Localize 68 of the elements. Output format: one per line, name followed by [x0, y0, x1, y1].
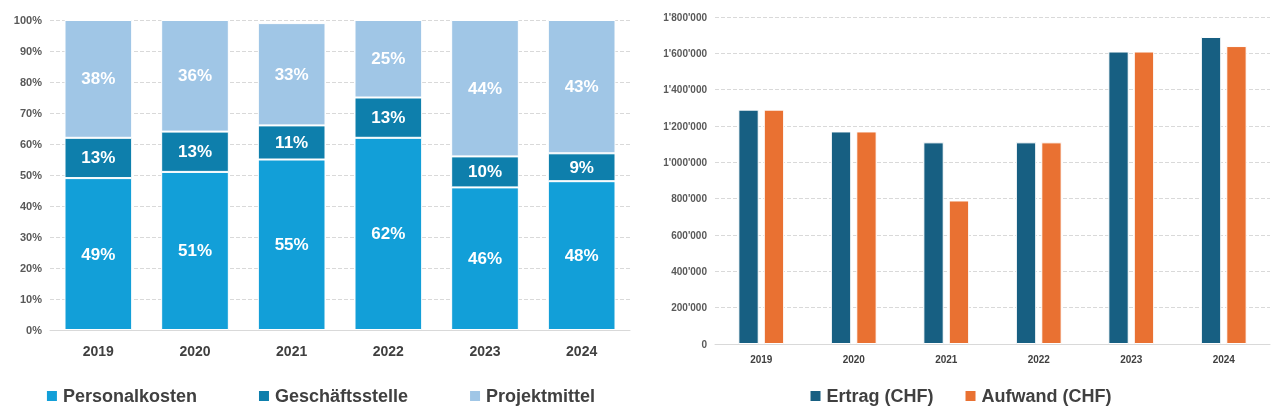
y-tick-label: 1'600'000 [663, 47, 708, 59]
y-tick-label: 70% [19, 107, 43, 119]
data-label: 49% [81, 244, 116, 264]
x-tick-label: 2020 [842, 353, 866, 365]
data-label: 10% [467, 162, 503, 182]
y-tick-label: 30% [19, 231, 43, 243]
x-tick-label: 2019 [750, 353, 773, 365]
y-tick-label: 1'200'000 [663, 120, 708, 132]
y-tick-label: 800'000 [671, 193, 708, 205]
x-tick-label: 2021 [935, 353, 958, 365]
data-label: 55% [274, 235, 309, 255]
legend-label: Projektmittel [486, 386, 596, 406]
y-tick-label: 100% [13, 14, 43, 26]
data-label: 43% [564, 77, 599, 97]
x-tick-label: 2023 [469, 343, 501, 359]
bar [1108, 51, 1129, 344]
legend-label: Ertrag (CHF) [826, 386, 934, 406]
y-tick-label: 1'400'000 [663, 84, 708, 96]
data-label: 9% [569, 157, 594, 177]
x-tick-label: 2022 [372, 343, 405, 359]
bar [856, 131, 877, 344]
bar [1015, 142, 1037, 344]
y-tick-label: 600'000 [671, 229, 708, 241]
y-tick-label: 60% [19, 138, 43, 150]
x-tick-label: 2023 [1120, 353, 1143, 365]
bar [1133, 51, 1155, 344]
y-tick-label: 0 [701, 338, 708, 350]
y-tick-label: 90% [19, 45, 43, 57]
x-tick-label: 2024 [566, 343, 598, 359]
data-label: 38% [81, 69, 116, 89]
x-tick-label: 2021 [276, 343, 308, 359]
x-tick-label: 2019 [82, 343, 115, 359]
bar [763, 109, 785, 344]
y-tick-label: 1'800'000 [663, 11, 708, 23]
y-tick-label: 10% [19, 293, 43, 305]
data-label: 13% [371, 108, 406, 128]
bar [1226, 46, 1247, 344]
data-label: 62% [371, 224, 406, 244]
data-label: 13% [177, 142, 213, 162]
bar [830, 131, 852, 344]
y-tick-label: 400'000 [671, 265, 708, 277]
x-tick-label: 2022 [1027, 353, 1051, 365]
legend-label: Personalkosten [62, 386, 197, 406]
y-tick-label: 200'000 [671, 302, 708, 314]
data-label: 48% [564, 246, 599, 266]
y-tick-label: 80% [19, 76, 43, 88]
data-label: 44% [467, 78, 503, 98]
x-tick-label: 2024 [1212, 353, 1236, 365]
data-label: 36% [177, 66, 213, 86]
y-tick-label: 1'000'000 [663, 156, 708, 168]
y-tick-label: 40% [19, 200, 43, 212]
legend-label: Geschäftsstelle [274, 386, 409, 406]
bar [738, 109, 759, 344]
legend-label: Aufwand (CHF) [981, 386, 1112, 406]
data-label: 46% [467, 249, 503, 269]
y-tick-label: 50% [19, 169, 43, 181]
bar [923, 142, 944, 344]
bar [1200, 36, 1222, 344]
y-tick-label: 20% [19, 262, 43, 274]
bar [1041, 142, 1062, 344]
data-label: 13% [81, 148, 116, 168]
data-label: 25% [371, 49, 406, 69]
data-label: 51% [177, 241, 213, 261]
data-label: 11% [275, 132, 309, 152]
x-tick-label: 2020 [179, 343, 211, 359]
data-label: 33% [274, 64, 309, 84]
y-tick-label: 0% [26, 324, 43, 336]
bar [948, 200, 970, 344]
